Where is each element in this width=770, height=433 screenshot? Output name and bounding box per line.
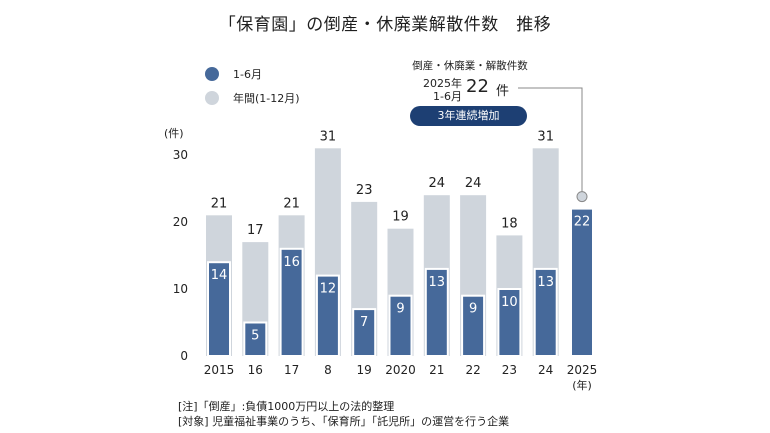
callout-period: 2025年 1-6月 bbox=[402, 77, 462, 103]
data-label-half-year: 10 bbox=[501, 295, 518, 310]
data-label-half-year: 9 bbox=[396, 302, 404, 317]
x-tick-label: 2020 bbox=[385, 363, 416, 377]
data-label-full-year: 19 bbox=[392, 210, 409, 225]
x-tick-label: 16 bbox=[248, 363, 263, 377]
bar-half-year bbox=[243, 321, 268, 357]
x-tick-label: 2015 bbox=[204, 363, 235, 377]
legend-half-year-label: 1-6月 bbox=[233, 68, 262, 81]
y-tick-label: 0 bbox=[180, 349, 188, 363]
data-label-full-year: 24 bbox=[465, 176, 482, 191]
bar-half-year bbox=[424, 267, 449, 357]
data-label-half-year: 14 bbox=[211, 268, 228, 283]
data-label-full-year: 18 bbox=[501, 216, 518, 231]
data-label-half-year: 13 bbox=[429, 275, 446, 290]
data-label-half-year: 12 bbox=[320, 282, 337, 297]
footnote-definition: [注]「倒産」:負債1000万円以上の法的整理 bbox=[178, 400, 395, 413]
bar-half-year bbox=[207, 261, 231, 358]
legend-full-year-label: 年間(1-12月) bbox=[233, 92, 300, 105]
bar-half-year bbox=[570, 207, 594, 357]
x-tick-label: 23 bbox=[502, 363, 517, 377]
chart-title: 「保育園」の倒産・休廃業解散件数 推移 bbox=[218, 15, 552, 35]
x-tick-label: 2025 bbox=[567, 363, 598, 377]
trend-badge: 3年連続増加 bbox=[410, 106, 527, 126]
legend-full-year: 年間(1-12月) bbox=[205, 90, 300, 106]
footnote-scope: [対象] 児童福祉事業のうち、「保育所」「託児所」の運営を行う企業 bbox=[178, 415, 510, 428]
data-label-half-year: 16 bbox=[283, 255, 300, 270]
x-tick-label: 22 bbox=[465, 363, 480, 377]
bar-half-year bbox=[352, 308, 377, 358]
data-label-full-year: 17 bbox=[247, 223, 264, 238]
legend-half-year-swatch bbox=[205, 67, 219, 81]
data-label-full-year: 21 bbox=[211, 196, 228, 211]
callout-period-line2: 1-6月 bbox=[433, 90, 462, 103]
x-axis-unit: (年) bbox=[572, 378, 592, 392]
callout-period-line1: 2025年 bbox=[423, 77, 462, 90]
data-label-half-year: 22 bbox=[574, 215, 591, 230]
callout-leader-line bbox=[518, 87, 583, 197]
x-tick-label: 21 bbox=[429, 363, 444, 377]
y-axis-unit: (件) bbox=[164, 127, 184, 140]
bar-half-year bbox=[315, 274, 340, 358]
data-label-half-year: 9 bbox=[469, 302, 477, 317]
callout-subtitle: 倒産・休廃業・解散件数 bbox=[412, 60, 528, 72]
data-label-full-year: 31 bbox=[320, 129, 337, 144]
bar-half-year bbox=[388, 294, 413, 358]
data-label-full-year: 24 bbox=[429, 176, 446, 191]
x-tick-label: 19 bbox=[357, 363, 372, 377]
y-tick-label: 30 bbox=[173, 148, 188, 162]
y-tick-label: 20 bbox=[173, 215, 188, 229]
data-label-half-year: 7 bbox=[360, 315, 368, 330]
x-tick-label: 24 bbox=[538, 363, 553, 377]
bar-half-year bbox=[497, 288, 522, 357]
bar-half-year bbox=[279, 247, 304, 357]
bar-half-year bbox=[533, 267, 558, 357]
callout-unit: 件 bbox=[496, 84, 510, 99]
data-label-full-year: 23 bbox=[356, 183, 373, 198]
data-label-full-year: 21 bbox=[283, 196, 300, 211]
legend-half-year: 1-6月 bbox=[205, 66, 262, 82]
legend-full-year-swatch bbox=[205, 91, 219, 105]
callout-marker bbox=[576, 191, 588, 203]
bar-half-year bbox=[461, 294, 486, 358]
data-label-full-year: 31 bbox=[537, 129, 554, 144]
x-tick-label: 17 bbox=[284, 363, 299, 377]
data-label-half-year: 5 bbox=[251, 329, 259, 344]
y-tick-label: 10 bbox=[173, 282, 188, 296]
callout-value: 22 bbox=[466, 76, 489, 97]
x-tick-label: 8 bbox=[324, 363, 332, 377]
data-label-half-year: 13 bbox=[537, 275, 554, 290]
footnotes: [注]「倒産」:負債1000万円以上の法的整理 [対象] 児童福祉事業のうち、「… bbox=[178, 399, 509, 429]
